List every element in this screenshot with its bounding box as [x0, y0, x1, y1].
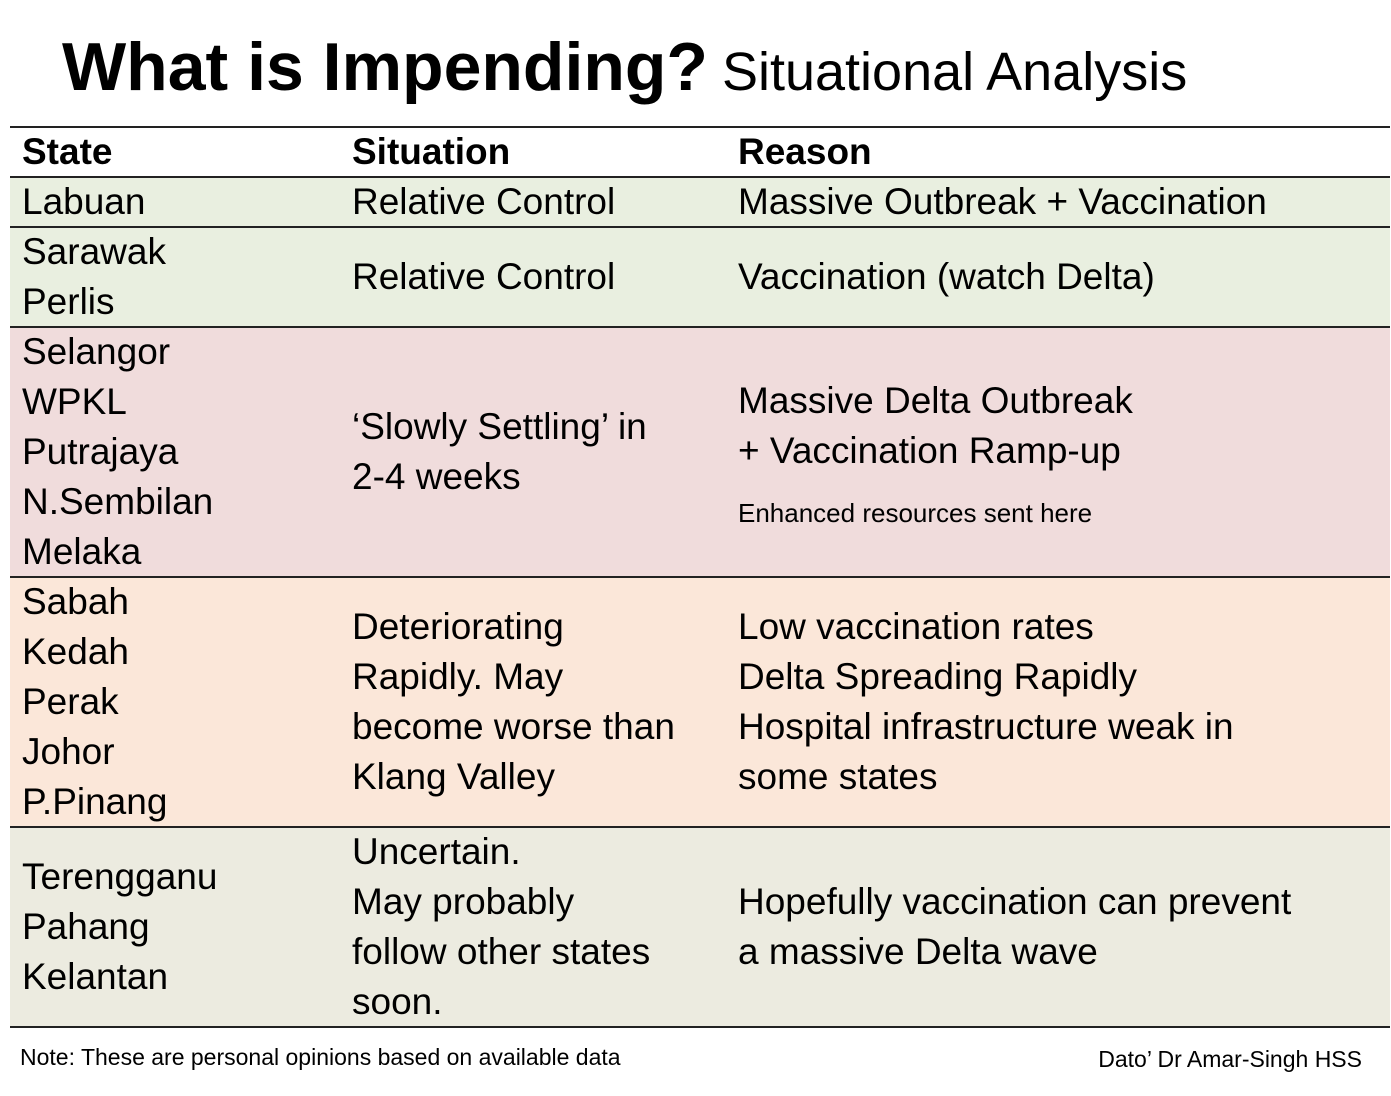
- states-cell: Sabah Kedah Perak Johor P.Pinang: [22, 578, 167, 826]
- states-line: Perak: [22, 681, 119, 722]
- reason-line: Hospital infrastructure weak in: [738, 706, 1234, 747]
- situation-cell: Relative Control: [352, 178, 615, 226]
- situation-line: May probably: [352, 881, 575, 922]
- situation-line: Relative Control: [352, 181, 616, 222]
- situation-line: ‘Slowly Settling’ in: [352, 406, 647, 447]
- states-line: WPKL: [22, 381, 127, 422]
- states-line: Terengganu: [22, 856, 218, 897]
- states-line: Melaka: [22, 531, 142, 572]
- situation-line: Relative Control: [352, 256, 616, 297]
- reason-cell: Hopefully vaccination can prevent a massi…: [738, 828, 1291, 1026]
- situation-line: Rapidly. May: [352, 656, 564, 697]
- title-block: What is Impending? Situational Analysis: [62, 28, 1187, 106]
- states-line: Selangor: [22, 331, 171, 372]
- reason-line: Hopefully vaccination can prevent: [738, 881, 1292, 922]
- situation-line: become worse than: [352, 706, 675, 747]
- header-cell: Reason: [738, 131, 872, 172]
- situation-line: Klang Valley: [352, 756, 555, 797]
- header-cell: Situation: [352, 131, 511, 172]
- states-line: Kedah: [22, 631, 129, 672]
- reason-line: Massive Delta Outbreak: [738, 380, 1133, 421]
- states-cell: Labuan: [22, 178, 145, 226]
- situation-line: Uncertain.: [352, 831, 521, 872]
- table-row: Sabah Kedah Perak Johor P.Pinang Deterioratin…: [10, 578, 1390, 828]
- situation-line: 2-4 weeks: [352, 456, 521, 497]
- subtitle: Situational Analysis: [721, 42, 1188, 102]
- reason-line: + Vaccination Ramp-up: [738, 430, 1121, 471]
- reason-cell: Vaccination (watch Delta): [738, 228, 1155, 326]
- header-cell: State: [22, 131, 113, 172]
- reason-cell: Massive Delta Outbreak + Vaccination Ramp…: [738, 328, 1133, 576]
- states-line: Labuan: [22, 181, 146, 222]
- reason-note: Enhanced resources sent here: [738, 498, 1093, 528]
- states-cell: Sarawak Perlis: [22, 228, 166, 326]
- reason-line: Vaccination (watch Delta): [738, 256, 1155, 297]
- header-row: State Situation Reason: [10, 128, 1390, 178]
- note: Note: These are personal opinions based …: [20, 1044, 621, 1070]
- situation-cell: ‘Slowly Settling’ in 2-4 weeks: [352, 328, 647, 576]
- table-row: Labuan Relative Control Massive Outbreak +…: [10, 178, 1390, 228]
- situation-line: follow other states: [352, 931, 651, 972]
- reason-line: a massive Delta wave: [738, 931, 1098, 972]
- reason-line: some states: [738, 756, 938, 797]
- author: Dato’ Dr Amar-Singh HSS: [1098, 1046, 1362, 1072]
- states-line: Sarawak: [22, 231, 166, 272]
- reason-cell: Low vaccination rates Delta Spreading Rap…: [738, 578, 1234, 826]
- table-row: Terengganu Pahang Kelantan Uncertain. May pr…: [10, 828, 1390, 1028]
- table: State Situation Reason Labuan Relative Contr…: [10, 126, 1390, 1028]
- title: What is Impending?: [62, 29, 708, 105]
- states-line: Perlis: [22, 281, 115, 322]
- situation-line: Deteriorating: [352, 606, 564, 647]
- table-row: Sarawak Perlis Relative Control Vaccination…: [10, 228, 1390, 328]
- table-row: Selangor WPKL Putrajaya N.Sembilan Melaka ‘Sl…: [10, 328, 1390, 578]
- situation-cell: Uncertain. May probably follow other state…: [352, 828, 650, 1026]
- situation-cell: Relative Control: [352, 228, 615, 326]
- states-line: Kelantan: [22, 956, 169, 997]
- situation-cell: Deteriorating Rapidly. May become worse th…: [352, 578, 675, 826]
- states-line: P.Pinang: [22, 781, 168, 822]
- reason-cell: Massive Outbreak + Vaccination: [738, 178, 1267, 226]
- reason-line: Delta Spreading Rapidly: [738, 656, 1138, 697]
- reason-line: Low vaccination rates: [738, 606, 1094, 647]
- states-line: Johor: [22, 731, 115, 772]
- states-cell: Selangor WPKL Putrajaya N.Sembilan Melaka: [22, 328, 213, 576]
- states-line: Pahang: [22, 906, 150, 947]
- states-cell: Terengganu Pahang Kelantan: [22, 828, 217, 1026]
- states-line: N.Sembilan: [22, 481, 214, 522]
- states-line: Putrajaya: [22, 431, 179, 472]
- reason-line: Massive Outbreak + Vaccination: [738, 181, 1267, 222]
- situation-line: soon.: [352, 981, 443, 1022]
- states-line: Sabah: [22, 581, 129, 622]
